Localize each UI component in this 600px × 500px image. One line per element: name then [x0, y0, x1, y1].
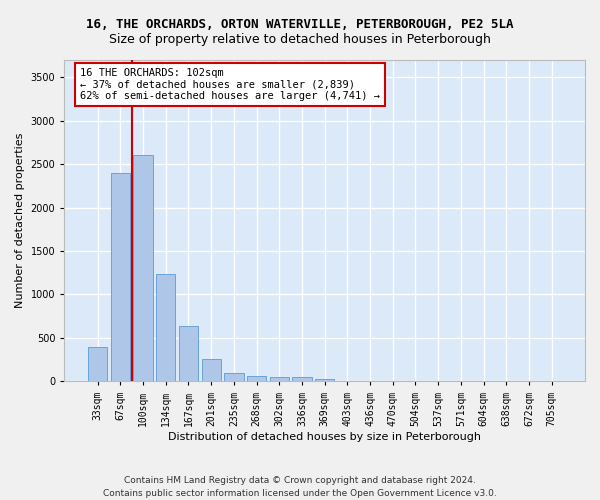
Bar: [88, 348, 107, 382]
Bar: [269, 376, 289, 382]
Bar: [179, 326, 198, 382]
Bar: [202, 358, 221, 382]
Bar: [224, 373, 244, 382]
Bar: [315, 378, 334, 382]
Text: Contains HM Land Registry data © Crown copyright and database right 2024.
Contai: Contains HM Land Registry data © Crown c…: [103, 476, 497, 498]
Text: 16 THE ORCHARDS: 102sqm
← 37% of detached houses are smaller (2,839)
62% of semi: 16 THE ORCHARDS: 102sqm ← 37% of detache…: [80, 68, 380, 101]
Bar: [292, 378, 311, 382]
X-axis label: Distribution of detached houses by size in Peterborough: Distribution of detached houses by size …: [168, 432, 481, 442]
Y-axis label: Number of detached properties: Number of detached properties: [15, 133, 25, 308]
Text: 16, THE ORCHARDS, ORTON WATERVILLE, PETERBOROUGH, PE2 5LA: 16, THE ORCHARDS, ORTON WATERVILLE, PETE…: [86, 18, 514, 30]
Bar: [156, 274, 175, 382]
Text: Size of property relative to detached houses in Peterborough: Size of property relative to detached ho…: [109, 32, 491, 46]
Bar: [133, 154, 153, 382]
Bar: [247, 376, 266, 382]
Bar: [111, 173, 130, 382]
